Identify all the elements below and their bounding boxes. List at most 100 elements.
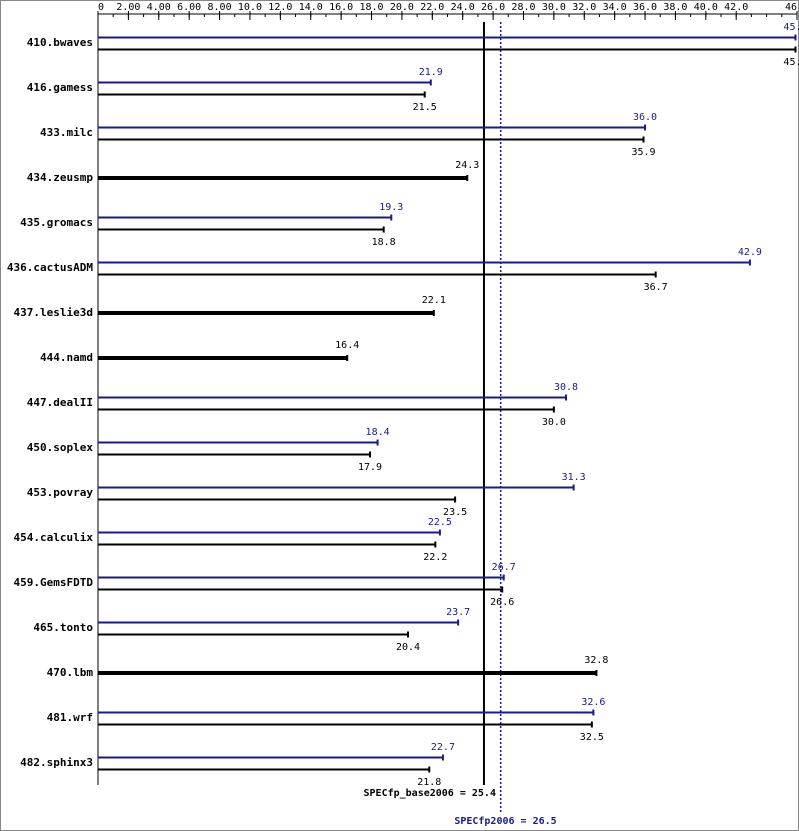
value-label: 20.4 bbox=[396, 642, 420, 653]
value-label: 22.5 bbox=[428, 517, 452, 528]
value-label: 31.3 bbox=[562, 472, 586, 483]
x-tick-label: 42.0 bbox=[724, 2, 748, 13]
reference-label: SPECfp_base2006 = 25.4 bbox=[364, 788, 496, 799]
bar bbox=[98, 261, 750, 264]
value-label: 32.8 bbox=[584, 655, 608, 666]
x-tick-label: 8.00 bbox=[208, 2, 232, 13]
value-label: 23.7 bbox=[446, 607, 470, 618]
value-label: 16.4 bbox=[335, 340, 359, 351]
bar bbox=[98, 711, 594, 714]
value-label: 23.5 bbox=[443, 507, 467, 518]
bar bbox=[98, 498, 456, 501]
bar bbox=[98, 176, 468, 180]
value-label: 45.9 bbox=[783, 22, 799, 33]
bar bbox=[98, 126, 646, 129]
x-tick-label: 12.0 bbox=[268, 2, 292, 13]
x-tick-label: 32.0 bbox=[572, 2, 596, 13]
value-label: 32.6 bbox=[581, 697, 605, 708]
bar bbox=[98, 48, 796, 51]
category-label: 459.GemsFDTD bbox=[14, 576, 94, 589]
bar bbox=[98, 756, 443, 759]
x-tick-label: 18.0 bbox=[359, 2, 383, 13]
value-label: 36.0 bbox=[633, 112, 657, 123]
bar bbox=[98, 408, 554, 411]
x-tick-label: 36.0 bbox=[633, 2, 657, 13]
bar bbox=[98, 671, 597, 675]
value-label: 19.3 bbox=[379, 202, 403, 213]
bar bbox=[98, 633, 408, 636]
x-tick-label: 34.0 bbox=[603, 2, 627, 13]
value-label: 32.5 bbox=[580, 732, 604, 743]
x-tick-label: 22.0 bbox=[420, 2, 444, 13]
x-tick-label: 20.0 bbox=[390, 2, 414, 13]
reference-label: SPECfp2006 = 26.5 bbox=[454, 816, 556, 827]
x-tick-label: 0 bbox=[98, 2, 104, 13]
category-label: 435.gromacs bbox=[20, 216, 93, 229]
bar bbox=[98, 576, 504, 579]
category-label: 434.zeusmp bbox=[27, 171, 94, 184]
category-label: 447.dealII bbox=[27, 396, 93, 409]
category-label: 481.wrf bbox=[47, 711, 93, 724]
value-label: 18.8 bbox=[372, 237, 396, 248]
value-label: 45.9 bbox=[783, 57, 799, 68]
bar bbox=[98, 531, 440, 534]
bar bbox=[98, 216, 392, 219]
category-label: 437.leslie3d bbox=[14, 306, 93, 319]
category-label: 416.gamess bbox=[27, 81, 93, 94]
x-tick-label: 46.0 bbox=[785, 2, 799, 13]
category-label: 482.sphinx3 bbox=[20, 756, 93, 769]
x-tick-label: 24.0 bbox=[451, 2, 475, 13]
x-tick-label: 2.00 bbox=[116, 2, 140, 13]
value-label: 24.3 bbox=[455, 160, 479, 171]
value-label: 21.5 bbox=[413, 102, 437, 113]
bar bbox=[98, 723, 592, 726]
category-label: 450.soplex bbox=[27, 441, 94, 454]
x-tick-label: 40.0 bbox=[694, 2, 718, 13]
bar bbox=[98, 486, 574, 489]
bar bbox=[98, 441, 378, 444]
value-label: 22.7 bbox=[431, 742, 455, 753]
value-label: 18.4 bbox=[366, 427, 390, 438]
bar bbox=[98, 36, 796, 39]
category-label: 465.tonto bbox=[33, 621, 93, 634]
x-tick-label: 16.0 bbox=[329, 2, 353, 13]
bar bbox=[98, 453, 371, 456]
value-label: 22.2 bbox=[423, 552, 447, 563]
category-label: 454.calculix bbox=[14, 531, 94, 544]
value-label: 42.9 bbox=[738, 247, 762, 258]
category-label: 453.povray bbox=[27, 486, 94, 499]
bar bbox=[98, 273, 656, 276]
x-tick-label: 30.0 bbox=[542, 2, 566, 13]
x-tick-label: 4.00 bbox=[147, 2, 171, 13]
value-label: 21.9 bbox=[419, 67, 443, 78]
value-label: 26.7 bbox=[492, 562, 516, 573]
value-label: 36.7 bbox=[644, 282, 668, 293]
bar bbox=[98, 311, 434, 315]
x-tick-label: 14.0 bbox=[299, 2, 323, 13]
bar bbox=[98, 228, 384, 231]
bar bbox=[98, 93, 425, 96]
bar bbox=[98, 768, 430, 771]
bar bbox=[98, 396, 567, 399]
bar bbox=[98, 81, 431, 84]
category-label: 444.namd bbox=[40, 351, 93, 364]
bar bbox=[98, 588, 503, 591]
x-tick-label: 6.00 bbox=[177, 2, 201, 13]
category-label: 433.milc bbox=[40, 126, 93, 139]
value-label: 17.9 bbox=[358, 462, 382, 473]
category-label: 470.lbm bbox=[47, 666, 94, 679]
x-tick-label: 26.0 bbox=[481, 2, 505, 13]
bar bbox=[98, 543, 436, 546]
value-label: 21.8 bbox=[417, 777, 441, 788]
category-label: 410.bwaves bbox=[27, 36, 93, 49]
value-label: 26.6 bbox=[490, 597, 514, 608]
bar bbox=[98, 621, 459, 624]
value-label: 35.9 bbox=[631, 147, 655, 158]
x-tick-label: 28.0 bbox=[511, 2, 535, 13]
x-tick-label: 10.0 bbox=[238, 2, 262, 13]
x-tick-label: 38.0 bbox=[663, 2, 687, 13]
category-label: 436.cactusADM bbox=[7, 261, 93, 274]
value-label: 22.1 bbox=[422, 295, 446, 306]
